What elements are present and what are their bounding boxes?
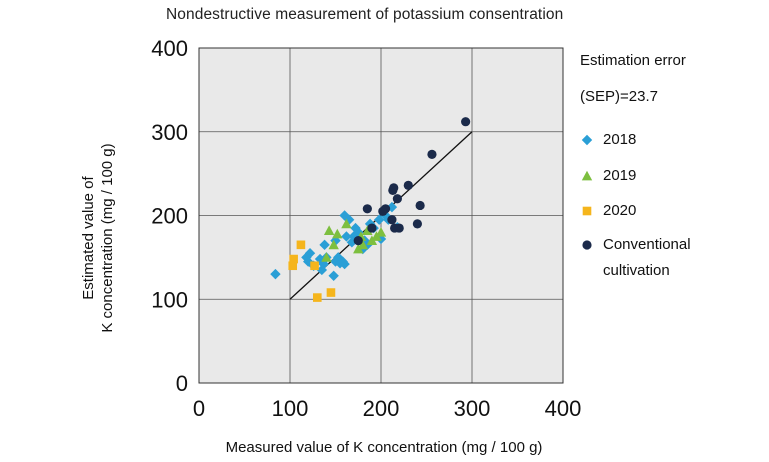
data-point-diamond xyxy=(350,222,361,234)
y-axis-label: Estimated value of K concentration (mg /… xyxy=(80,143,116,332)
data-point-square xyxy=(313,293,322,302)
data-point-circle xyxy=(412,219,422,229)
y-tick-label: 300 xyxy=(151,120,188,145)
data-point-square xyxy=(289,254,298,264)
series-square xyxy=(288,240,336,302)
data-point-triangle xyxy=(357,239,368,250)
y-tick-label: 200 xyxy=(151,204,188,229)
legend-label: Conventional xyxy=(603,236,691,253)
legend-item-triangle: 2019 xyxy=(581,167,636,184)
y-axis-label-line-1: Estimated value of xyxy=(80,175,97,299)
legend-label: 2019 xyxy=(603,167,636,184)
y-tick-labels: 0 100 200 300 400 xyxy=(151,36,188,396)
data-point-circle xyxy=(387,215,397,225)
data-point-diamond xyxy=(386,201,398,213)
y-tick-label: 100 xyxy=(151,287,188,312)
data-point-circle xyxy=(461,117,471,127)
x-axis-label: Measured value of K concentration (mg / … xyxy=(226,439,543,456)
x-tick-label: 400 xyxy=(545,396,582,421)
estimation-error-label: Estimation error xyxy=(580,52,686,69)
legend-item-circle: Conventional cultivation xyxy=(582,236,691,279)
legend-item-diamond: 2018 xyxy=(581,131,636,148)
data-point-diamond xyxy=(353,227,364,238)
data-point-square xyxy=(310,261,319,271)
legend-label: cultivation xyxy=(603,262,670,279)
data-point-circle xyxy=(403,180,413,190)
legend-label: 2018 xyxy=(603,131,636,148)
x-tick-label: 100 xyxy=(272,396,309,421)
y-tick-label: 400 xyxy=(151,36,188,61)
chart-title: Nondestructive measurement of potassium … xyxy=(166,6,564,23)
data-point-diamond xyxy=(319,239,330,251)
data-points xyxy=(270,117,471,302)
data-point-circle xyxy=(392,194,402,204)
legend-label: 2020 xyxy=(603,202,636,219)
data-point-diamond xyxy=(330,235,341,246)
data-point-circle xyxy=(427,149,437,159)
legend-marker-square xyxy=(582,206,592,216)
data-point-diamond xyxy=(339,258,350,270)
y-axis-label-line-2: K concentration (mg / 100 g) xyxy=(99,143,116,332)
data-point-square xyxy=(288,261,298,271)
data-point-diamond xyxy=(341,231,352,242)
data-point-circle xyxy=(415,200,425,211)
data-point-triangle xyxy=(341,218,352,229)
data-point-circle xyxy=(362,204,372,214)
x-tick-labels: 0 100 200 300 400 xyxy=(193,396,581,421)
data-point-triangle xyxy=(375,227,387,237)
x-tick-label: 0 xyxy=(193,396,205,421)
data-point-circle xyxy=(394,223,404,233)
data-point-diamond xyxy=(373,214,385,225)
series-circle xyxy=(353,117,471,246)
legend-item-square: 2020 xyxy=(582,202,636,219)
legend-marker-triangle xyxy=(581,170,593,181)
data-point-triangle xyxy=(362,225,373,235)
data-point-triangle xyxy=(321,252,332,262)
series-triangle xyxy=(321,218,387,262)
data-point-diamond xyxy=(304,247,316,259)
data-point-triangle xyxy=(328,239,339,250)
plot-frame xyxy=(198,47,564,384)
data-point-circle xyxy=(380,204,391,214)
data-point-diamond xyxy=(328,270,339,281)
data-point-circle xyxy=(367,223,377,233)
legend: 2018 2019 2020 Conventional cultivation xyxy=(581,131,691,279)
data-point-triangle xyxy=(323,225,335,235)
data-point-triangle xyxy=(332,228,343,239)
x-tick-label: 300 xyxy=(454,396,491,421)
legend-marker-circle xyxy=(582,240,592,250)
legend-marker-diamond xyxy=(581,134,593,146)
data-point-square xyxy=(296,240,306,250)
data-point-square xyxy=(326,288,336,297)
data-point-circle xyxy=(389,183,399,193)
data-point-circle xyxy=(353,236,363,246)
data-point-diamond xyxy=(270,268,281,280)
x-tick-label: 200 xyxy=(363,396,400,421)
y-tick-label: 0 xyxy=(176,371,188,396)
sep-value-label: (SEP)=23.7 xyxy=(580,88,658,105)
